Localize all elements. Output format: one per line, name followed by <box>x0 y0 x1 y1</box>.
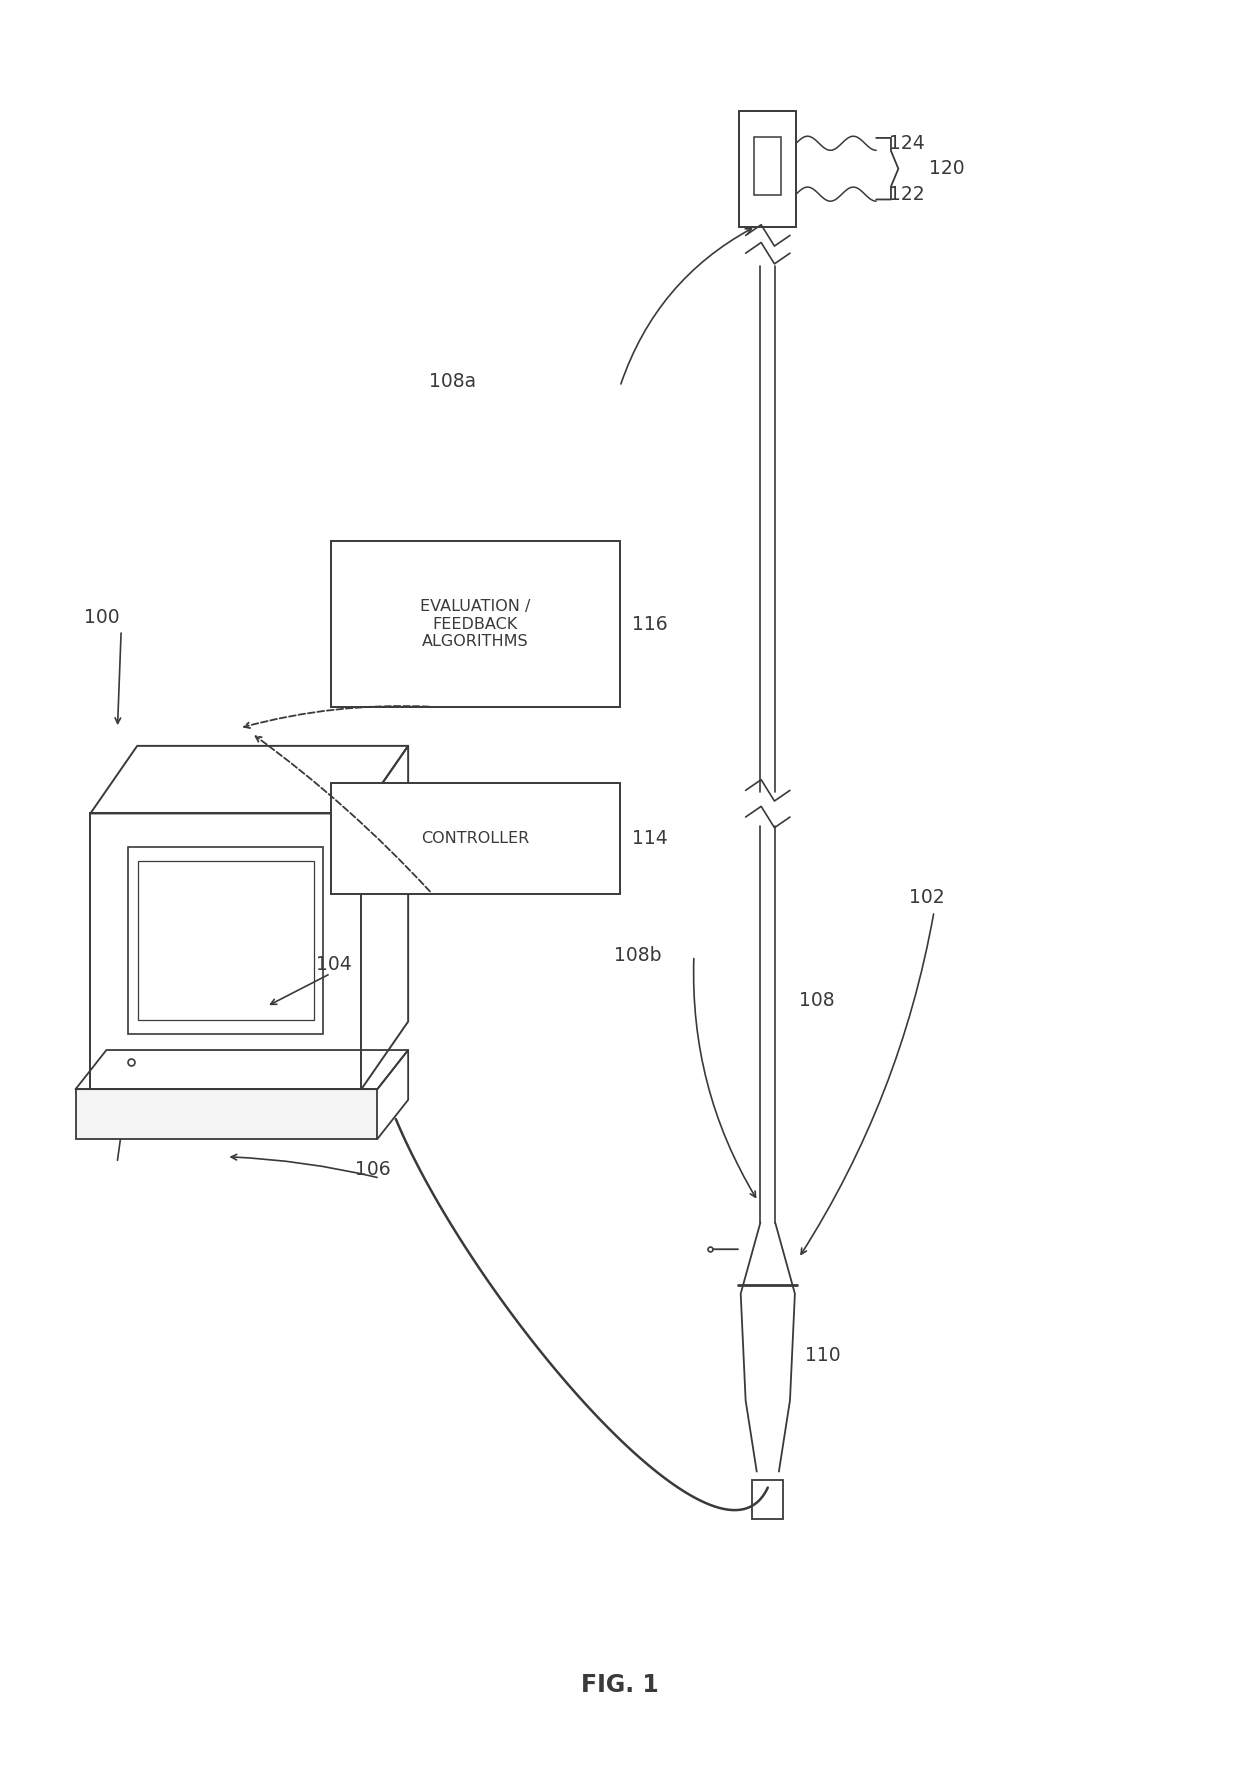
Text: 106: 106 <box>355 1160 391 1179</box>
Bar <box>754 138 781 195</box>
Text: FIG. 1: FIG. 1 <box>582 1673 658 1698</box>
Bar <box>128 847 324 1035</box>
Bar <box>739 111 796 227</box>
Text: 124: 124 <box>889 134 924 152</box>
Bar <box>331 541 620 706</box>
Text: CONTROLLER: CONTROLLER <box>422 831 529 845</box>
Text: EVALUATION /
FEEDBACK
ALGORITHMS: EVALUATION / FEEDBACK ALGORITHMS <box>420 599 531 649</box>
Text: 116: 116 <box>632 615 668 634</box>
Text: 104: 104 <box>316 954 351 974</box>
Text: 120: 120 <box>929 159 965 179</box>
Text: 100: 100 <box>84 608 120 627</box>
Text: 108: 108 <box>799 990 835 1010</box>
Text: 114: 114 <box>632 829 668 847</box>
Bar <box>331 783 620 894</box>
Bar <box>76 1088 377 1138</box>
Bar <box>753 1480 784 1519</box>
Bar <box>138 861 314 1020</box>
Text: 108b: 108b <box>614 947 661 965</box>
Bar <box>91 813 361 1088</box>
Text: 108a: 108a <box>429 372 476 391</box>
Text: 122: 122 <box>889 184 924 204</box>
Text: 110: 110 <box>805 1346 841 1365</box>
Text: 102: 102 <box>909 888 945 906</box>
